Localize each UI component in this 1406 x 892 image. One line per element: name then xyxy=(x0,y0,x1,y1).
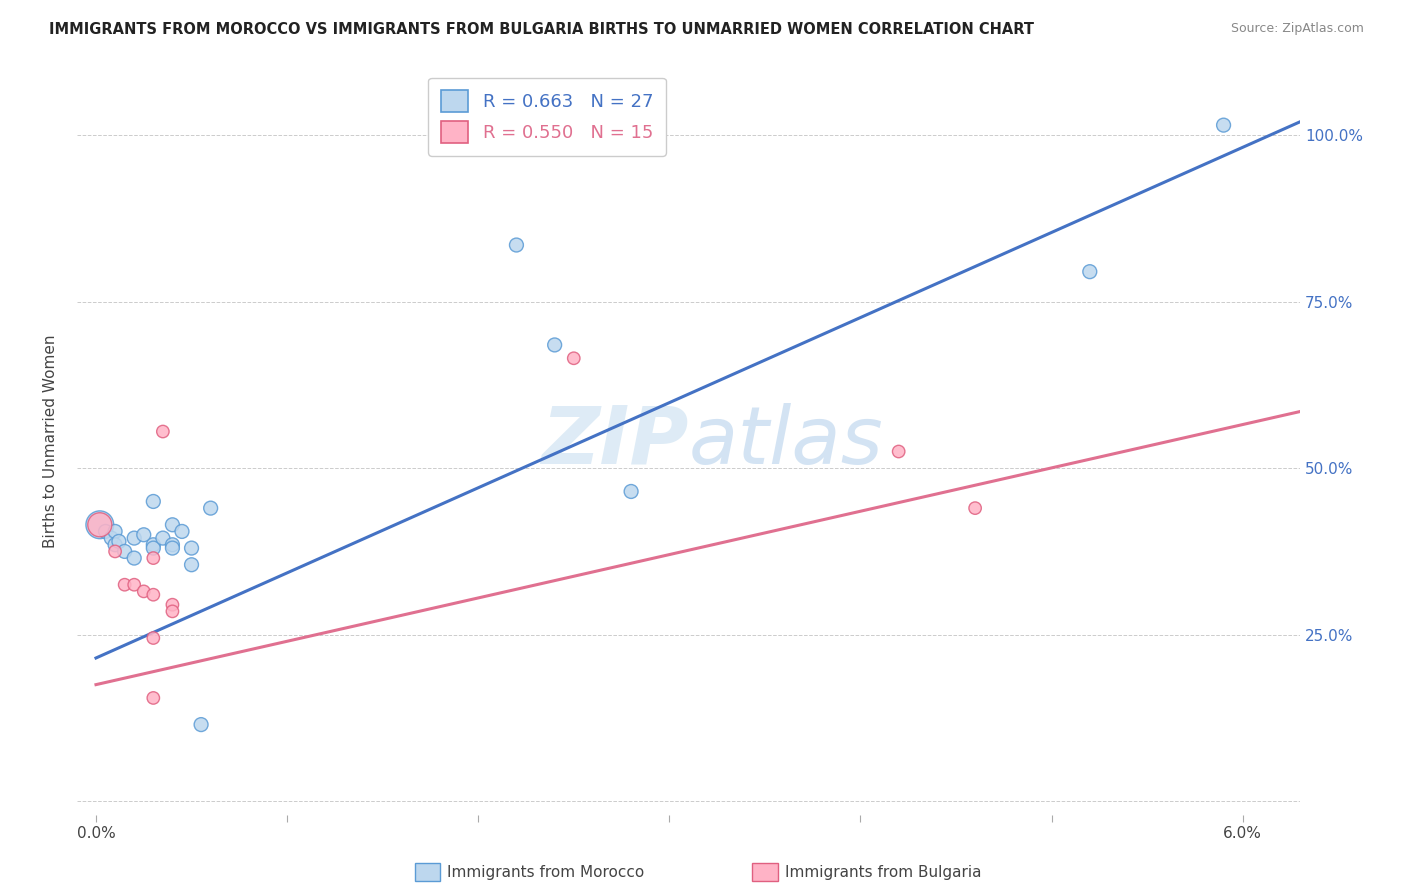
Y-axis label: Births to Unmarried Women: Births to Unmarried Women xyxy=(44,334,58,549)
Text: ZIP: ZIP xyxy=(541,402,689,481)
Point xyxy=(162,598,184,612)
Point xyxy=(104,538,127,552)
Point xyxy=(162,538,184,552)
Point xyxy=(180,558,202,572)
Text: atlas: atlas xyxy=(689,402,883,481)
Legend: R = 0.663   N = 27, R = 0.550   N = 15: R = 0.663 N = 27, R = 0.550 N = 15 xyxy=(429,78,665,156)
Point xyxy=(620,484,643,499)
Text: Immigrants from Bulgaria: Immigrants from Bulgaria xyxy=(785,865,981,880)
Point xyxy=(142,588,165,602)
Point xyxy=(142,541,165,555)
Point xyxy=(505,238,527,252)
Point xyxy=(89,517,111,532)
Text: IMMIGRANTS FROM MOROCCO VS IMMIGRANTS FROM BULGARIA BIRTHS TO UNMARRIED WOMEN CO: IMMIGRANTS FROM MOROCCO VS IMMIGRANTS FR… xyxy=(49,22,1035,37)
Point xyxy=(132,584,155,599)
Point xyxy=(89,517,111,532)
Point xyxy=(122,551,145,566)
Point xyxy=(114,544,136,558)
Text: Immigrants from Morocco: Immigrants from Morocco xyxy=(447,865,644,880)
Point xyxy=(965,501,987,516)
Point xyxy=(162,604,184,618)
Point xyxy=(132,528,155,542)
Point xyxy=(162,517,184,532)
Point xyxy=(122,531,145,545)
Point xyxy=(104,524,127,539)
Point xyxy=(152,531,174,545)
Point xyxy=(543,338,565,352)
Point xyxy=(114,578,136,592)
Point xyxy=(162,541,184,555)
Point xyxy=(142,494,165,508)
Point xyxy=(152,425,174,439)
Point xyxy=(180,541,202,555)
Point xyxy=(100,531,122,545)
Point xyxy=(104,544,127,558)
Point xyxy=(122,578,145,592)
Point xyxy=(190,717,212,731)
Point xyxy=(170,524,193,539)
Text: Source: ZipAtlas.com: Source: ZipAtlas.com xyxy=(1230,22,1364,36)
Point xyxy=(1212,118,1234,132)
Point xyxy=(142,551,165,566)
Point xyxy=(887,444,910,458)
Point xyxy=(108,534,131,549)
Point xyxy=(142,538,165,552)
Point xyxy=(142,631,165,645)
Point xyxy=(142,690,165,705)
Point xyxy=(1078,265,1101,279)
Point xyxy=(94,524,117,539)
Point xyxy=(200,501,222,516)
Point xyxy=(562,351,585,366)
